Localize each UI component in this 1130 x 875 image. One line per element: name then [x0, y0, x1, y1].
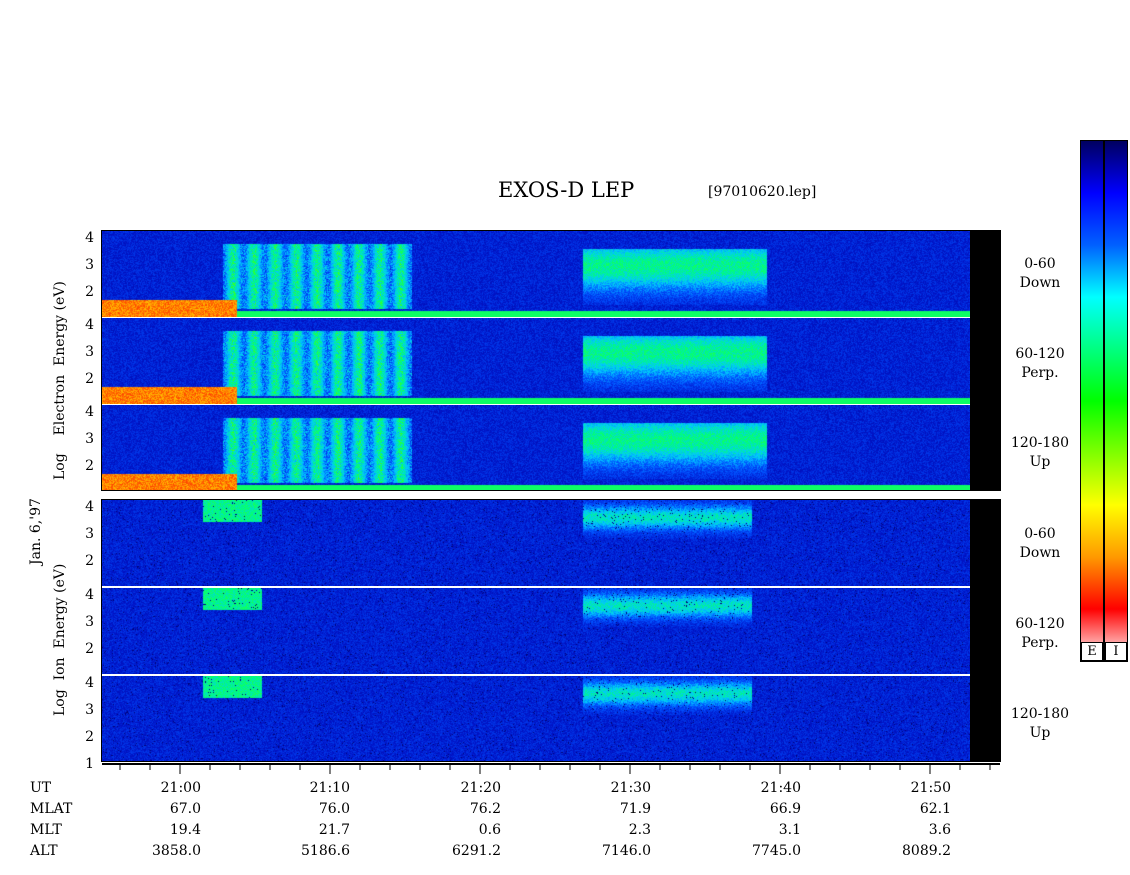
electron-frame: [101, 230, 1001, 491]
colorbar-ion-label: I: [1105, 642, 1127, 661]
footer-value-ut: 21:10: [309, 780, 350, 796]
panel-ion-120-180: [102, 676, 970, 762]
panel-ion-0-60: [102, 500, 970, 586]
y-tick-label: 1: [85, 756, 94, 772]
panel-electron-120-180: [102, 405, 970, 491]
date-label: Jan. 6,'97: [28, 498, 44, 565]
y-tick-label: 2: [85, 284, 94, 300]
footer-value-mlat: 67.0: [169, 801, 201, 817]
footer-value-mlt: 19.4: [169, 822, 201, 838]
footer-row-label: UT: [30, 780, 52, 796]
y-tick-label: 2: [85, 458, 94, 474]
footer-value-alt: 7146.0: [602, 843, 651, 859]
y-tick-label: 4: [85, 675, 94, 691]
footer-value-alt: 5186.6: [301, 843, 350, 859]
electron-axis-label: Log Electron Energy (eV): [52, 281, 68, 480]
panel-electron-0-60: [102, 231, 970, 317]
data-gap-ion: [970, 500, 1001, 762]
y-tick-label: 4: [85, 404, 94, 420]
y-tick-label: 2: [85, 641, 94, 657]
footer-value-mlt: 2.3: [628, 822, 651, 838]
y-tick-label: 4: [85, 230, 94, 246]
y-tick-label: 4: [85, 499, 94, 515]
footer-value-mlat: 62.1: [919, 801, 951, 817]
panel-label-4: 60-120 Perp.: [1015, 616, 1065, 651]
y-tick-label: 3: [85, 344, 94, 360]
footer-value-mlt: 3.1: [778, 822, 801, 838]
footer-value-ut: 21:50: [910, 780, 951, 796]
footer-value-alt: 7745.0: [752, 843, 801, 859]
footer-value-ut: 21:40: [760, 780, 801, 796]
panel-label-5: 120-180 Up: [1010, 706, 1070, 741]
colorbar-electron-label: E: [1081, 642, 1103, 661]
panel-ion-60-120: [102, 588, 970, 674]
y-tick-label: 2: [85, 729, 94, 745]
footer-value-mlat: 66.9: [769, 801, 801, 817]
panel-electron-60-120: [102, 318, 970, 404]
y-tick-label: 2: [85, 371, 94, 387]
y-tick-label: 3: [85, 614, 94, 630]
y-tick-label: 4: [85, 587, 94, 603]
panel-label-1: 60-120 Perp.: [1015, 346, 1065, 381]
footer-value-mlt: 0.6: [478, 822, 501, 838]
footer-value-ut: 21:30: [610, 780, 651, 796]
y-tick-label: 3: [85, 257, 94, 273]
chart-title: EXOS-D LEP: [498, 178, 635, 202]
y-tick-label: 3: [85, 702, 94, 718]
ion-frame: [101, 499, 1001, 762]
x-axis: [102, 763, 1000, 774]
y-tick-label: 3: [85, 431, 94, 447]
footer-value-alt: 8089.2: [902, 843, 951, 859]
file-name: [97010620.lep]: [708, 184, 817, 200]
footer-value-mlat: 76.0: [318, 801, 350, 817]
footer-value-mlt: 21.7: [318, 822, 350, 838]
data-gap-electron: [970, 231, 1001, 491]
footer-value-mlat: 76.2: [469, 801, 501, 817]
footer-value-alt: 6291.2: [452, 843, 501, 859]
footer-row-label: ALT: [30, 843, 58, 859]
y-tick-label: 4: [85, 317, 94, 333]
footer-value-ut: 21:20: [460, 780, 501, 796]
footer-value-alt: 3858.0: [152, 843, 201, 859]
colorbar-ion: [1104, 140, 1128, 662]
panel-label-3: 0-60 Down: [1019, 526, 1061, 561]
panel-label-2: 120-180 Up: [1010, 435, 1070, 470]
footer-value-ut: 21:00: [160, 780, 201, 796]
footer-row-label: MLAT: [30, 801, 73, 817]
colorbar-electron: [1080, 140, 1104, 662]
y-tick-label: 2: [85, 553, 94, 569]
footer-row-label: MLT: [30, 822, 62, 838]
y-tick-label: 3: [85, 526, 94, 542]
panel-label-0: 0-60 Down: [1019, 256, 1061, 291]
footer-value-mlt: 3.6: [928, 822, 951, 838]
ion-axis-label: Log Ion Energy (eV): [52, 563, 68, 716]
footer-value-mlat: 71.9: [619, 801, 651, 817]
